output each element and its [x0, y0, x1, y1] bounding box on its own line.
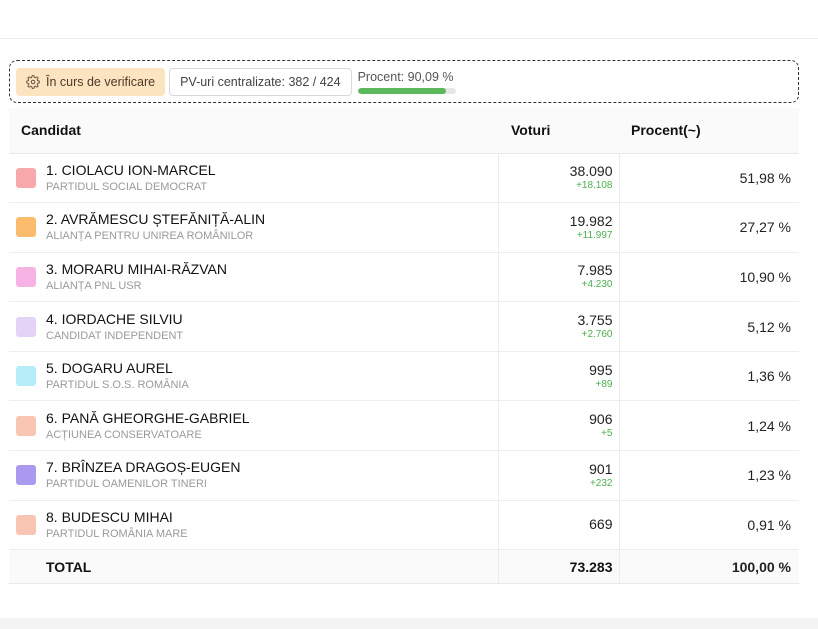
candidate-party: PARTIDUL S.O.S. ROMÂNIA: [46, 379, 189, 392]
votes-cell: 19.982 +11.997: [498, 202, 620, 253]
votes-delta: +2.760: [581, 329, 613, 341]
percent-value: 0,91 %: [619, 500, 799, 551]
gear-icon: [26, 74, 40, 89]
total-label: TOTAL: [9, 549, 499, 585]
table-row[interactable]: 4. IORDACHE SILVIU CANDIDAT INDEPENDENT …: [9, 301, 799, 352]
party-color-swatch: [16, 465, 36, 486]
header-votes[interactable]: Voturi: [498, 108, 619, 154]
progress-fill: [357, 87, 446, 94]
candidate-cell: 7. BRÎNZEA DRAGOȘ-EUGEN PARTIDUL OAMENIL…: [9, 450, 499, 501]
percent-value: 51,98 %: [619, 153, 799, 204]
percent-value: 5,12 %: [619, 301, 799, 352]
votes-delta: +11.997: [576, 229, 613, 241]
votes-value: 669: [589, 516, 613, 533]
table-row[interactable]: 2. AVRĂMESCU ȘTEFĂNIȚĂ-ALIN ALIANȚA PENT…: [9, 202, 799, 253]
percent-value: 1,24 %: [619, 400, 799, 452]
candidate-cell: 3. MORARU MIHAI-RĂZVAN ALIANȚA PNL USR: [9, 252, 499, 303]
votes-delta: +89: [595, 378, 613, 390]
header-percent[interactable]: Procent(~): [619, 108, 799, 154]
progress-indicator: Procent: 90,09 %: [357, 69, 456, 94]
total-votes: 73.283: [498, 549, 620, 585]
table-row[interactable]: 3. MORARU MIHAI-RĂZVAN ALIANȚA PNL USR 7…: [9, 252, 799, 303]
candidate-name: 7. BRÎNZEA DRAGOȘ-EUGEN: [46, 459, 241, 476]
votes-value: 906: [589, 411, 613, 428]
progress-track: [357, 87, 456, 94]
table-row[interactable]: 5. DOGARU AUREL PARTIDUL S.O.S. ROMÂNIA …: [9, 351, 799, 402]
party-color-swatch: [16, 514, 36, 535]
verification-status-label: În curs de verificare: [46, 74, 156, 89]
candidate-name: 8. BUDESCU MIHAI: [46, 508, 173, 525]
candidate-cell: 4. IORDACHE SILVIU CANDIDAT INDEPENDENT: [9, 301, 499, 352]
party-color-swatch: [16, 167, 36, 188]
candidate-name: 4. IORDACHE SILVIU: [46, 310, 183, 327]
votes-cell: 7.985 +4.230: [498, 252, 620, 303]
table-header-row: Candidat Voturi Procent(~): [9, 108, 799, 154]
pv-count-label: PV-uri centralizate: 382 / 424: [180, 74, 341, 89]
candidate-party: PARTIDUL ROMÂNIA MARE: [46, 527, 188, 540]
votes-cell: 901 +232: [498, 450, 620, 501]
candidate-name: 6. PANĂ GHEORGHE-GABRIEL: [46, 409, 250, 426]
candidate-cell: 8. BUDESCU MIHAI PARTIDUL ROMÂNIA MARE: [9, 500, 499, 551]
total-percent: 100,00 %: [619, 549, 799, 585]
candidate-party: ACȚIUNEA CONSERVATOARE: [46, 428, 202, 441]
votes-delta: +232: [589, 477, 613, 489]
candidate-name: 5. DOGARU AUREL: [46, 360, 173, 377]
percent-value: 10,90 %: [619, 252, 799, 303]
candidate-cell: 2. AVRĂMESCU ȘTEFĂNIȚĂ-ALIN ALIANȚA PENT…: [9, 202, 499, 253]
percent-value: 1,36 %: [619, 351, 799, 402]
votes-delta: +18.108: [576, 180, 613, 192]
percent-value: 1,23 %: [619, 450, 799, 501]
table-row[interactable]: 7. BRÎNZEA DRAGOȘ-EUGEN PARTIDUL OAMENIL…: [9, 450, 799, 501]
total-row: TOTAL 73.283 100,00 %: [9, 549, 799, 585]
party-color-swatch: [16, 415, 36, 436]
status-bar: În curs de verificare PV-uri centralizat…: [9, 60, 799, 103]
candidate-cell: 5. DOGARU AUREL PARTIDUL S.O.S. ROMÂNIA: [9, 351, 499, 402]
verification-status-badge: În curs de verificare: [16, 67, 166, 96]
progress-label: Procent: 90,09 %: [357, 69, 454, 84]
header-divider: [0, 38, 818, 39]
votes-delta: +4.230: [581, 279, 613, 291]
header-candidate[interactable]: Candidat: [9, 108, 498, 154]
votes-cell: 995 +89: [498, 351, 620, 402]
candidate-party: CANDIDAT INDEPENDENT: [46, 329, 184, 342]
footer-band: [0, 618, 818, 629]
votes-cell: 906 +5: [498, 400, 620, 452]
party-color-swatch: [16, 217, 36, 238]
votes-value: 3.755: [577, 312, 613, 329]
votes-delta: +5: [601, 428, 613, 440]
candidate-party: PARTIDUL SOCIAL DEMOCRAT: [46, 180, 208, 193]
results-table: Candidat Voturi Procent(~) 1. CIOLACU IO…: [9, 108, 799, 585]
candidate-party: ALIANȚA PNL USR: [46, 279, 142, 292]
votes-value: 901: [589, 460, 613, 477]
votes-value: 19.982: [569, 212, 613, 229]
party-color-swatch: [16, 366, 36, 387]
votes-cell: 38.090 +18.108: [498, 153, 620, 204]
votes-cell: 669: [498, 500, 620, 551]
candidate-cell: 6. PANĂ GHEORGHE-GABRIEL ACȚIUNEA CONSER…: [9, 400, 499, 452]
table-row[interactable]: 1. CIOLACU ION-MARCEL PARTIDUL SOCIAL DE…: [9, 153, 799, 204]
table-row[interactable]: 8. BUDESCU MIHAI PARTIDUL ROMÂNIA MARE 6…: [9, 500, 799, 551]
party-color-swatch: [16, 266, 36, 287]
votes-value: 38.090: [569, 163, 613, 180]
candidate-cell: 1. CIOLACU ION-MARCEL PARTIDUL SOCIAL DE…: [9, 153, 499, 204]
candidate-party: PARTIDUL OAMENILOR TINERI: [46, 478, 207, 491]
candidate-name: 2. AVRĂMESCU ȘTEFĂNIȚĂ-ALIN: [46, 211, 266, 228]
table-row[interactable]: 6. PANĂ GHEORGHE-GABRIEL ACȚIUNEA CONSER…: [9, 400, 799, 452]
candidate-party: ALIANȚA PENTRU UNIREA ROMÂNILOR: [46, 230, 254, 243]
party-color-swatch: [16, 316, 36, 337]
votes-cell: 3.755 +2.760: [498, 301, 620, 352]
pv-count-badge: PV-uri centralizate: 382 / 424: [169, 67, 352, 96]
candidate-name: 3. MORARU MIHAI-RĂZVAN: [46, 260, 227, 277]
votes-value: 7.985: [577, 262, 613, 279]
percent-value: 27,27 %: [619, 202, 799, 253]
candidate-name: 1. CIOLACU ION-MARCEL: [46, 161, 216, 178]
votes-value: 995: [589, 361, 613, 378]
